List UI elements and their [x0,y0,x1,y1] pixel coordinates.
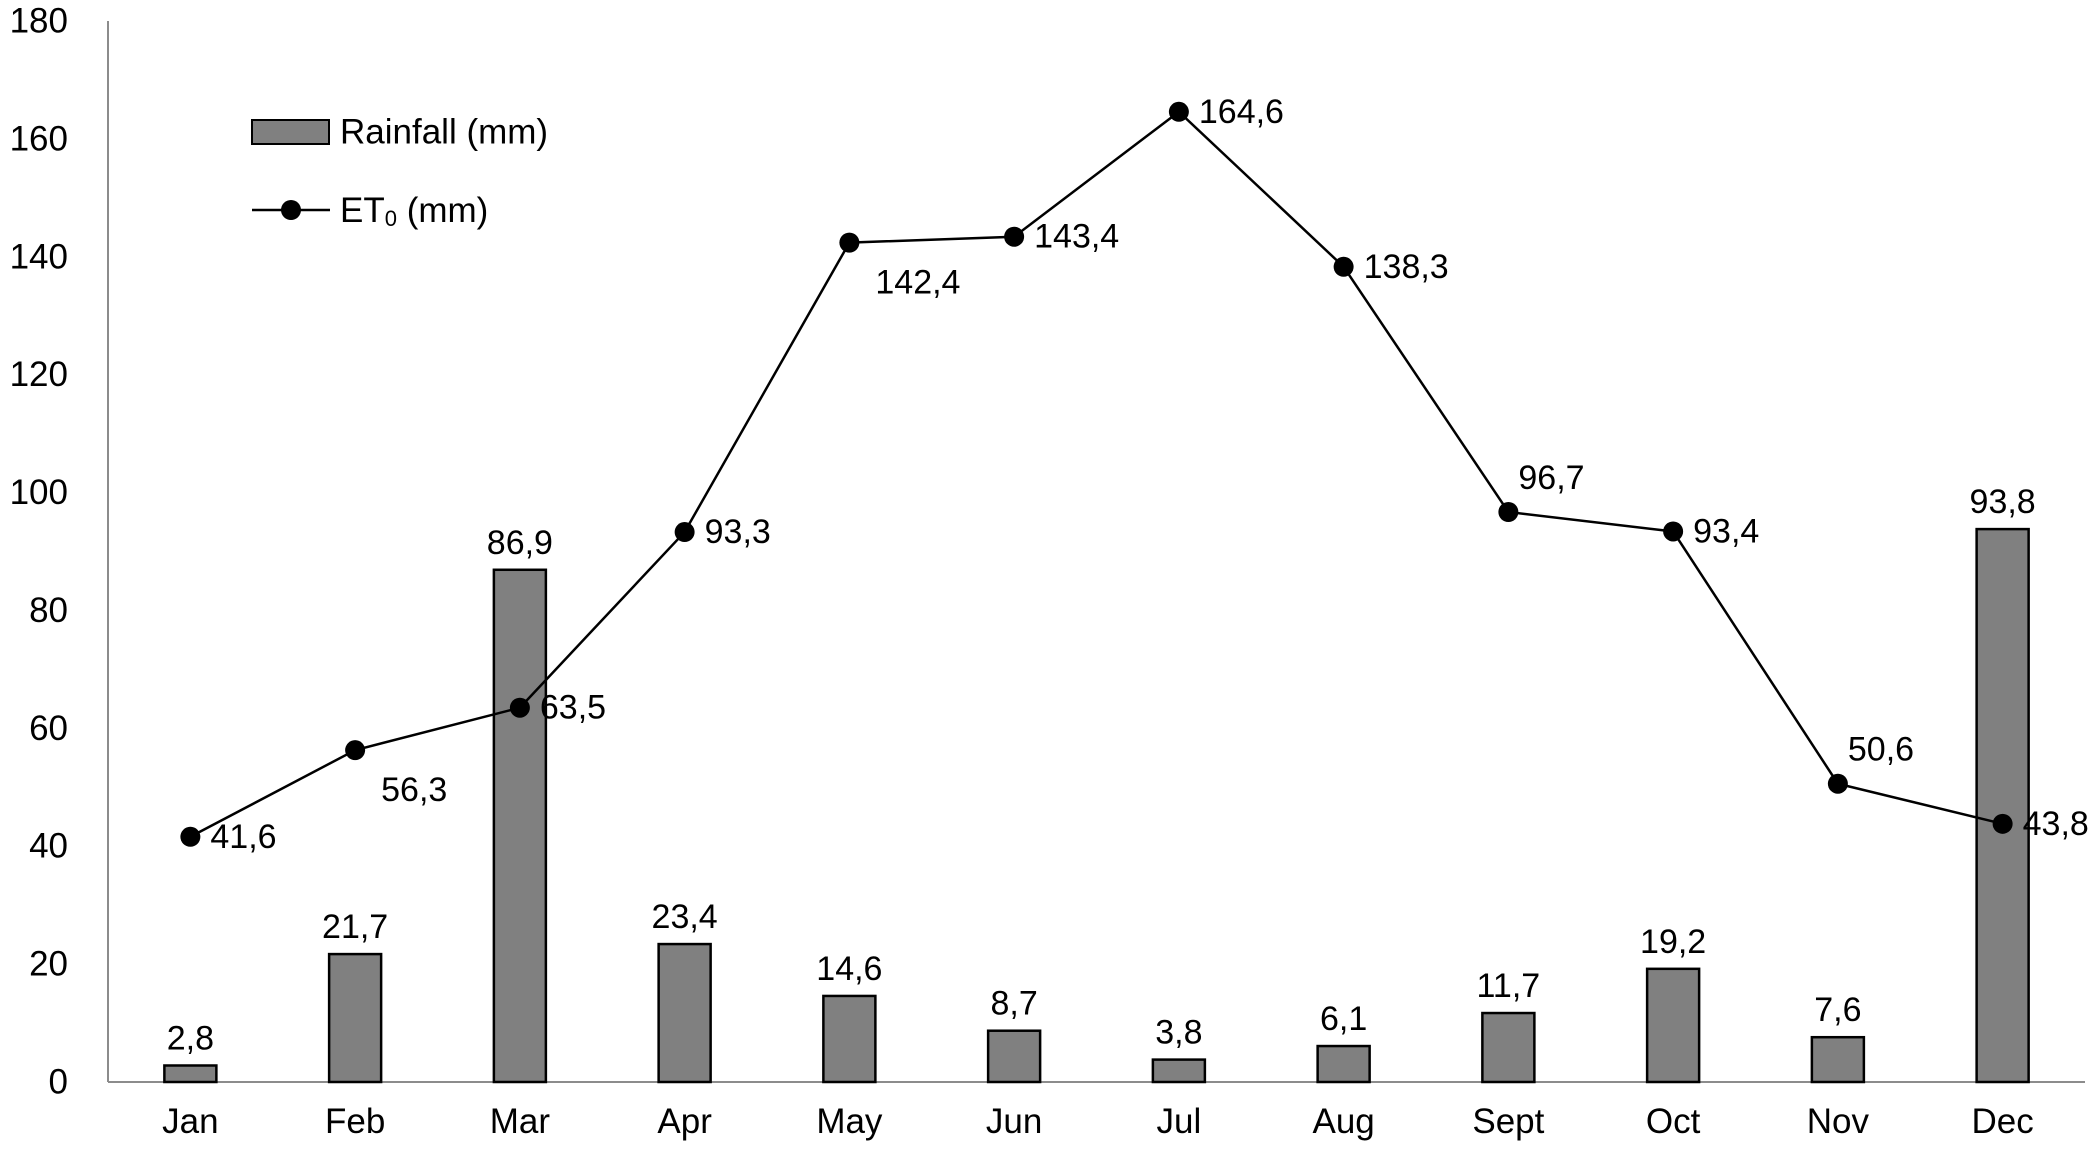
rainfall-label-jul: 3,8 [1155,1014,1202,1052]
et0-label-jul: 164,6 [1199,93,1284,131]
rainfall-bar-apr [657,942,712,1084]
legend-item-et0: ET0 (mm) [252,191,488,231]
et0-polyline [189,110,2003,838]
y-tick-label-40: 40 [29,827,68,866]
et0-point-jul [1168,101,1189,122]
rainfall-bar-jul [1151,1058,1207,1084]
et0-point-sept [1498,502,1519,523]
rainfall-label-dec: 93,8 [1970,483,2036,521]
rainfall-label-jan: 2,8 [167,1019,214,1057]
et0-point-aug [1333,256,1354,277]
y-tick-label-20: 20 [29,945,68,984]
x-tick-label-jun: Jun [986,1102,1042,1141]
rainfall-label-sept: 11,7 [1477,967,1541,1005]
et0-label-jan: 41,6 [210,818,276,856]
et0-point-feb [345,740,366,761]
legend-label-et0: ET0 (mm) [340,191,488,231]
legend-swatch-et0-marker [281,200,301,220]
rainfall-bar-mar [492,568,548,1084]
rainfall-bar-jan [163,1064,218,1084]
et0-label-may: 142,4 [875,264,960,302]
x-tick-label-nov: Nov [1807,1102,1870,1141]
et0-label-dec: 43,8 [2023,805,2089,843]
et0-label-sept: 96,7 [1518,459,1584,497]
x-tick-label-apr: Apr [657,1102,712,1141]
et0-label-jun: 143,4 [1034,218,1119,256]
x-axis-ticks: Jan Feb Mar Apr May Jun Jul Aug Sept Oct Nov Dec [162,1102,2034,1141]
y-tick-label-140: 140 [10,237,68,276]
rainfall-label-jun: 8,7 [990,985,1037,1023]
et0-point-dec [1992,813,2013,834]
et0-label-feb: 56,3 [381,771,447,809]
y-axis-ticks: 0 20 40 60 80 100 120 140 160 180 [10,2,68,1102]
y-tick-label-80: 80 [29,591,68,630]
y-tick-label-120: 120 [10,355,68,394]
x-tick-label-dec: Dec [1972,1102,2034,1141]
rainfall-label-nov: 7,6 [1814,991,1861,1029]
y-tick-label-100: 100 [10,473,68,512]
legend-swatch-rainfall [251,119,330,145]
rainfall-bar-may [822,994,877,1084]
rainfall-bar-jun [986,1029,1042,1084]
x-tick-label-mar: Mar [490,1102,551,1141]
rainfall-label-feb: 21,7 [322,908,388,946]
et0-label-oct: 93,4 [1693,512,1759,550]
et0-label-nov: 50,6 [1848,731,1914,769]
rainfall-label-aug: 6,1 [1320,1000,1367,1038]
rainfall-data-labels: 2,8 21,7 86,9 23,4 14,6 8,7 3,8 6,1 11,7 19,2 7,6 9… [167,483,2036,1057]
x-tick-label-feb: Feb [325,1102,385,1141]
legend: Rainfall (mm) ET0 (mm) [251,113,548,231]
legend-item-rainfall: Rainfall (mm) [251,113,548,152]
x-tick-label-jan: Jan [162,1102,218,1141]
legend-label-rainfall: Rainfall (mm) [340,113,548,152]
rainfall-bar-feb [327,952,383,1084]
x-tick-label-may: May [816,1102,883,1141]
et0-point-may [839,232,860,253]
y-tick-label-60: 60 [29,709,68,748]
et0-label-mar: 63,5 [540,689,606,727]
rainfall-bar-aug [1316,1044,1371,1084]
et0-point-nov [1827,773,1848,794]
y-tick-label-180: 180 [10,2,68,41]
rainfall-label-oct: 19,2 [1640,923,1706,961]
et0-data-labels: 41,6 56,3 63,5 93,3 142,4 143,4 164,6 138,3 96,7… [210,93,2088,856]
et0-points [180,101,2013,847]
et0-line [189,110,2003,838]
et0-label-apr: 93,3 [705,513,771,551]
rainfall-bars [163,527,2030,1084]
axes [107,21,2085,1083]
et0-point-apr [674,522,695,543]
x-tick-label-aug: Aug [1312,1102,1374,1141]
et0-point-mar [509,697,530,718]
rainfall-bar-sept [1481,1011,1536,1084]
et0-label-aug: 138,3 [1364,248,1449,286]
x-tick-label-oct: Oct [1646,1102,1701,1141]
rainfall-bar-dec [1975,527,2030,1084]
y-tick-label-160: 160 [10,119,68,158]
rainfall-bar-oct [1645,967,1701,1084]
rainfall-bar-nov [1810,1035,1866,1084]
rainfall-label-mar: 86,9 [487,524,553,562]
y-tick-label-0: 0 [49,1063,68,1102]
x-tick-label-jul: Jul [1157,1102,1202,1141]
et0-point-oct [1663,521,1684,542]
et0-point-jan [180,826,201,847]
x-tick-label-sept: Sept [1472,1102,1544,1141]
rainfall-label-may: 14,6 [816,950,882,988]
rainfall-label-apr: 23,4 [652,898,718,936]
et0-point-jun [1004,226,1025,247]
